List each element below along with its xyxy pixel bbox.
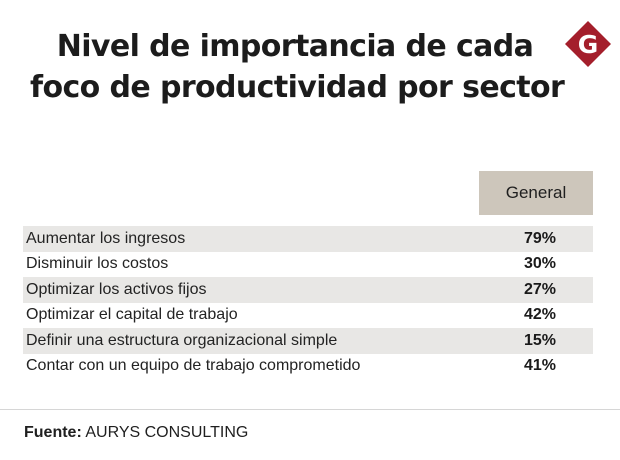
source-note: Fuente: AURYS CONSULTING — [24, 424, 248, 442]
source-label: Fuente: — [24, 424, 82, 441]
table-row: Contar con un equipo de trabajo comprome… — [23, 354, 593, 380]
row-value: 41% — [523, 357, 557, 375]
row-value: 42% — [523, 306, 557, 324]
chart-title-line-2: foco de productividad por sector — [30, 70, 565, 105]
row-value: 79% — [523, 229, 557, 247]
row-label: Optimizar el capital de trabajo — [26, 306, 238, 324]
logo-diamond — [565, 21, 611, 67]
row-label: Optimizar los activos fijos — [26, 280, 207, 298]
column-header-general: General — [479, 171, 593, 215]
footer-divider — [0, 409, 620, 410]
chart-title: Nivel de importancia de cada foco de pro… — [30, 26, 565, 108]
row-label: Disminuir los costos — [26, 255, 169, 273]
row-value: 15% — [523, 331, 557, 349]
table-body: Aumentar los ingresos 79% Disminuir los co… — [23, 226, 593, 379]
row-value: 30% — [523, 255, 557, 273]
table-row: Disminuir los costos 30% — [23, 252, 593, 278]
table-row: Aumentar los ingresos 79% — [23, 226, 593, 252]
table-row: Optimizar los activos fijos 27% — [23, 277, 593, 303]
row-label: Aumentar los ingresos — [26, 229, 186, 247]
row-value: 27% — [523, 280, 557, 298]
logo-letter: G — [578, 30, 599, 59]
row-label: Contar con un equipo de trabajo comprome… — [26, 357, 361, 375]
table-row: Optimizar el capital de trabajo 42% — [23, 303, 593, 329]
row-label: Definir una estructura organizacional si… — [26, 331, 338, 349]
chart-title-line-1: Nivel de importancia de cada — [56, 29, 534, 64]
gestion-logo-icon: G — [565, 21, 611, 67]
source-text: AURYS CONSULTING — [85, 424, 249, 441]
table-row: Definir una estructura organizacional si… — [23, 328, 593, 354]
